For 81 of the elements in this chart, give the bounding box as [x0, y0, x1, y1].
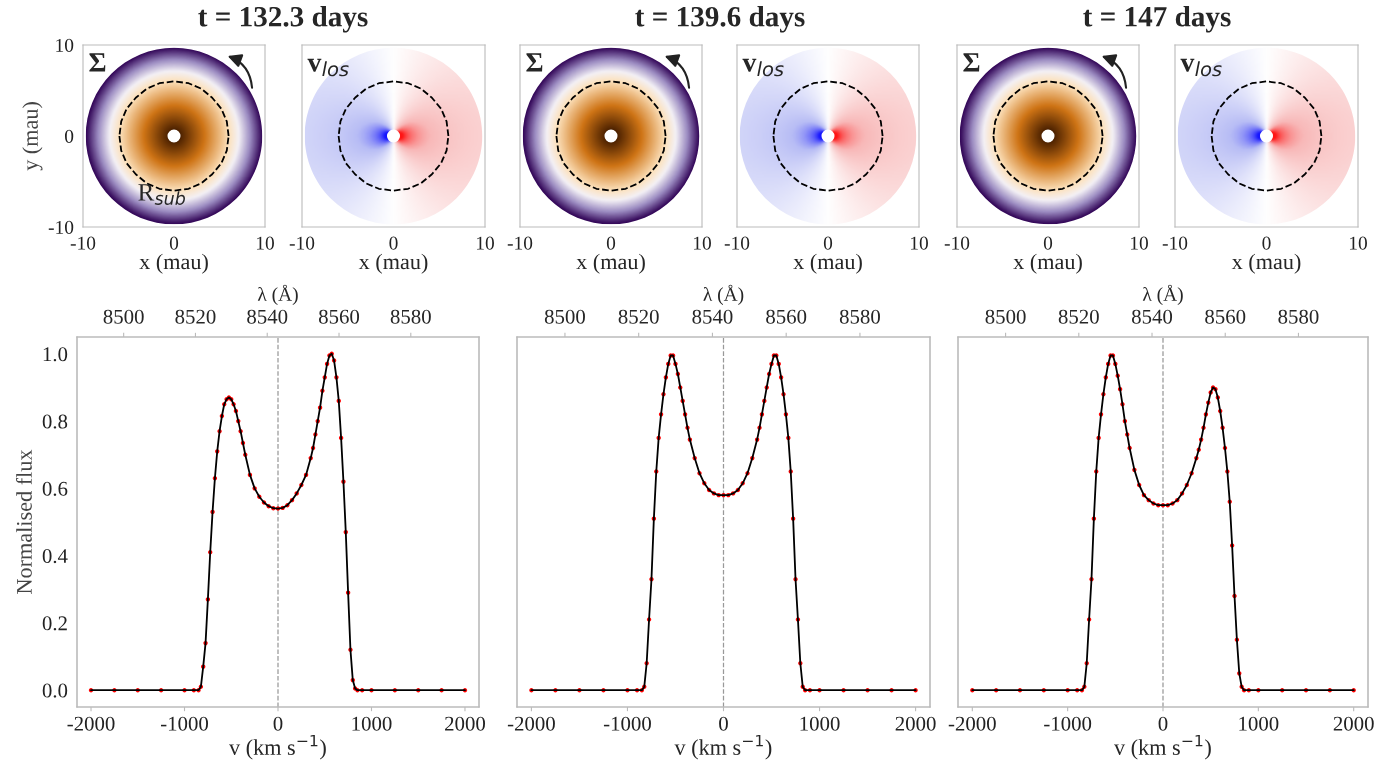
x2-tick-label: 8540	[1131, 309, 1173, 324]
x2-tick-label: 8580	[839, 309, 880, 324]
y-tick-label: 0.2	[42, 616, 67, 631]
x-tick-label: 10	[1349, 236, 1367, 250]
y-tick-label: 0.8	[42, 414, 68, 429]
y-tick-label: 10	[56, 38, 74, 52]
y-tick-label: 0	[64, 129, 74, 143]
x-tick-label: 2000	[895, 716, 936, 731]
x2-tick-label: 8540	[692, 309, 733, 324]
y-tick-label: -10	[48, 220, 74, 234]
x-tick-label: 1000	[800, 716, 840, 731]
x2-tick-label: 8580	[1278, 309, 1319, 324]
x2-tick-label: 8560	[766, 309, 807, 324]
x2-tick-label: 8500	[544, 309, 585, 324]
x-axis-title: x (mau)	[1231, 253, 1301, 274]
x-tick-label: 10	[256, 236, 274, 250]
x-axis-title: v (km s$^{−1}$)	[1114, 734, 1211, 760]
x-axis-title: x (mau)	[358, 253, 428, 274]
x-tick-label: 10	[693, 236, 711, 250]
annotation: R$_{sub}$	[138, 184, 185, 205]
chart-title: t = 132.3 days	[198, 6, 368, 33]
x-tick-label: 10	[910, 236, 928, 250]
annotation: v$_{los}$	[1180, 58, 1222, 77]
chart-title: t = 147 days	[1083, 6, 1231, 33]
chart-title: t = 139.6 days	[635, 6, 805, 33]
x2-axis-title: λ (Å)	[257, 284, 298, 305]
x-tick-label: 2000	[1333, 716, 1374, 731]
y-tick-label: 0.4	[42, 549, 68, 564]
y-tick-label: 0.6	[42, 481, 68, 496]
x-tick-label: 1000	[1239, 716, 1279, 731]
x2-axis-title: λ (Å)	[1142, 284, 1183, 305]
x-tick-label: 2000	[445, 716, 486, 731]
x-tick-label: 0	[823, 236, 833, 250]
x2-tick-label: 8580	[390, 309, 431, 324]
x-tick-label: 10	[1130, 236, 1148, 250]
annotation: Σ	[963, 53, 980, 72]
x-tick-label: -10	[289, 236, 315, 250]
x-tick-label: 0	[606, 236, 616, 250]
x-tick-label: -1000	[1044, 716, 1092, 731]
x-tick-label: 10	[476, 236, 494, 250]
x-tick-label: -2000	[67, 716, 115, 731]
x-tick-label: 0	[719, 716, 728, 731]
x2-tick-label: 8500	[985, 309, 1026, 324]
x-axis-title: x (mau)	[576, 253, 645, 274]
x-tick-label: -10	[70, 236, 96, 250]
x2-tick-label: 8540	[247, 309, 288, 324]
x-tick-label: -10	[507, 236, 533, 250]
x2-tick-label: 8520	[1058, 309, 1099, 324]
x-axis-title: x (mau)	[793, 253, 862, 274]
x-axis-title: v (km s$^{−1}$)	[674, 734, 772, 760]
annotation: Σ	[89, 53, 106, 72]
x-tick-label: 0	[1043, 236, 1053, 250]
y-tick-label: 1.0	[43, 347, 68, 362]
x-axis-title: v (km s$^{−1}$)	[229, 734, 326, 760]
x-tick-label: 0	[169, 236, 179, 250]
x-tick-label: -1000	[160, 716, 209, 731]
y-tick-label: 0.0	[42, 683, 68, 698]
annotation: v$_{los}$	[307, 58, 349, 77]
x-tick-label: -10	[944, 236, 970, 250]
x2-tick-label: 8500	[103, 309, 144, 324]
x2-tick-label: 8520	[618, 309, 659, 324]
x-axis-title: x (mau)	[139, 253, 208, 274]
x2-axis-title: λ (Å)	[703, 284, 744, 305]
x2-tick-label: 8560	[1205, 309, 1246, 324]
x-tick-label: 0	[389, 236, 398, 250]
x2-tick-label: 8520	[175, 309, 216, 324]
x-tick-label: -10	[724, 236, 750, 250]
x-tick-label: 0	[1262, 236, 1271, 250]
annotation: v$_{los}$	[742, 58, 784, 77]
x2-tick-label: 8560	[318, 309, 360, 324]
x-tick-label: -1000	[603, 716, 651, 731]
y-axis-title: y (mau)	[22, 102, 43, 171]
y-axis-title: Normalised flux	[16, 449, 32, 594]
x-tick-label: 1000	[352, 716, 392, 731]
annotation: Σ	[526, 53, 543, 72]
x-tick-label: -10	[1162, 236, 1188, 250]
x-axis-title: x (mau)	[1013, 253, 1082, 274]
x-tick-label: 0	[1158, 716, 1168, 731]
x-tick-label: -2000	[948, 716, 996, 731]
x-tick-label: -2000	[507, 716, 555, 731]
x-tick-label: 0	[273, 716, 283, 731]
